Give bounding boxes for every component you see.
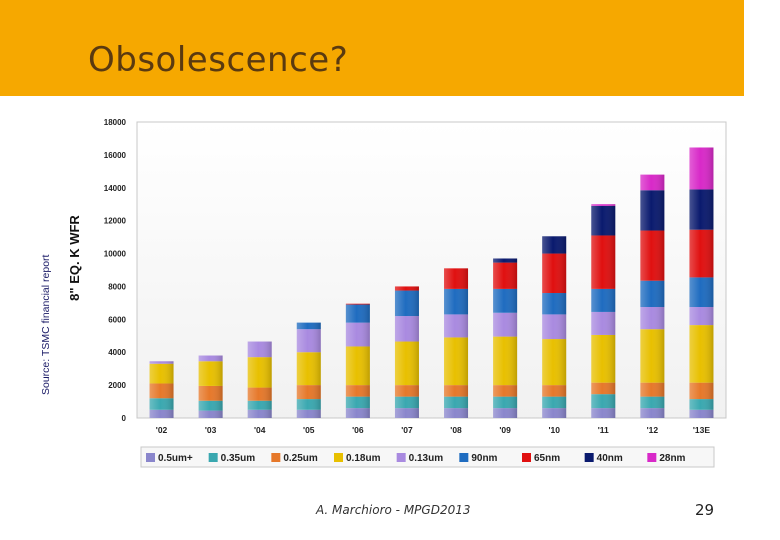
legend-label: 65nm <box>534 453 560 464</box>
legend: 0.5um+ 0.35um 0.25um 0.18um 0.13um 90nm 65nm 40… <box>146 453 686 464</box>
y-tick-label: 12000 <box>104 217 127 226</box>
y-tick-label: 0 <box>122 414 127 423</box>
x-tick-label: '10 <box>548 425 560 435</box>
bar-shading <box>689 147 714 418</box>
bar-shading <box>296 322 321 418</box>
bar-shading <box>198 355 223 418</box>
y-tick-label: 8000 <box>108 282 126 291</box>
x-tick-label: '07 <box>401 425 413 435</box>
legend-swatch <box>208 453 218 462</box>
x-tick-label: '05 <box>303 425 315 435</box>
legend-swatch <box>271 453 281 462</box>
x-tick-label: '13E <box>693 425 710 435</box>
bar-shading <box>394 286 419 418</box>
x-tick-label: '08 <box>450 425 462 435</box>
legend-swatch <box>584 453 594 462</box>
legend-swatch <box>459 453 469 462</box>
legend-label: 0.18um <box>346 453 381 464</box>
y-tick-label: 2000 <box>108 381 126 390</box>
y-axis-title: 8" EQ. K WFR <box>67 215 82 301</box>
legend-label: 0.35um <box>221 453 256 464</box>
legend-label: 90nm <box>471 453 497 464</box>
bar-shading <box>444 268 469 418</box>
bar-shading <box>345 303 370 418</box>
legend-swatch <box>146 453 155 462</box>
x-tick-label: '06 <box>352 425 364 435</box>
legend-swatch <box>396 453 406 462</box>
x-tick-label: '03 <box>205 425 217 435</box>
bar-shading <box>493 258 518 418</box>
y-tick-label: 10000 <box>104 250 127 259</box>
y-tick-label: 6000 <box>108 315 126 324</box>
bar-shading <box>591 204 616 418</box>
legend-label: 0.25um <box>283 453 318 464</box>
y-tick-label: 4000 <box>108 348 126 357</box>
legend-box <box>140 446 715 468</box>
x-axis: '02 '03 '04 '05 '06 '07 '08 '09 '10 '11 '12 '13E <box>156 425 711 435</box>
bar-shading <box>149 361 174 418</box>
x-tick-label: '04 <box>254 425 266 435</box>
y-tick-label: 16000 <box>104 151 127 160</box>
bars <box>149 147 714 418</box>
x-tick-label: '09 <box>499 425 511 435</box>
y-tick-label: 14000 <box>104 184 127 193</box>
legend-label: 0.13um <box>409 453 444 464</box>
legend-swatch <box>647 453 657 462</box>
bar-shading <box>640 174 665 418</box>
y-tick-label: 18000 <box>104 118 127 127</box>
x-tick-label: '02 <box>156 425 168 435</box>
legend-label: 0.5um+ <box>158 453 193 464</box>
legend-label: 28nm <box>659 453 685 464</box>
y-axis: 0 2000 4000 6000 8000 10000 12000 14000 16000 180… <box>104 118 127 423</box>
legend-label: 40nm <box>597 453 623 464</box>
plot-area <box>136 121 727 419</box>
footer-author: A. Marchioro - MPGD2013 <box>316 503 471 517</box>
legend-swatch <box>522 453 531 462</box>
legend-swatch <box>334 453 343 462</box>
x-tick-label: '11 <box>598 425 609 435</box>
title-band <box>0 0 744 96</box>
bar-shading <box>542 236 567 418</box>
page-number: 29 <box>695 501 715 519</box>
bar-shading <box>247 341 272 418</box>
x-tick-label: '12 <box>647 425 659 435</box>
slide-title: Obsolescence? <box>88 40 349 80</box>
